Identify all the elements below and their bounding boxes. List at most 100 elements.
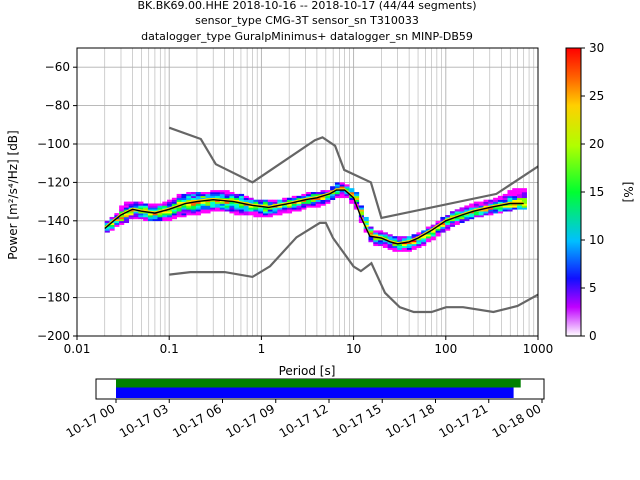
histogram-cell	[445, 228, 451, 231]
histogram-cell	[167, 211, 173, 214]
histogram-cell	[296, 205, 302, 208]
histogram-cell	[330, 195, 336, 199]
histogram-cell	[502, 207, 508, 210]
histogram-cell	[191, 193, 197, 197]
histogram-cell	[277, 205, 283, 208]
histogram-cell	[210, 192, 216, 195]
histogram-cell	[119, 218, 125, 222]
histogram-cell	[411, 241, 417, 245]
histogram-cell	[358, 218, 364, 222]
histogram-cell	[215, 192, 221, 195]
histogram-cell	[349, 199, 355, 202]
histogram-cell	[123, 215, 130, 218]
y-tick-label: −60	[45, 60, 70, 74]
histogram-cell	[143, 207, 149, 210]
colorbar-tick-label: 10	[589, 233, 604, 247]
histogram-cell	[210, 207, 216, 210]
histogram-cell	[272, 213, 278, 216]
histogram-cell	[488, 207, 494, 210]
colorbar-tick-label: 0	[589, 329, 597, 343]
y-axis-label: Power [m²/s⁴/Hz] [dB]	[6, 130, 20, 259]
histogram-cell	[368, 240, 374, 243]
histogram-cell	[167, 205, 173, 208]
histogram-cell	[296, 201, 302, 204]
title-line-3: datalogger_type GuralpMinimus+ datalogge…	[141, 30, 473, 43]
histogram-cell	[392, 245, 398, 248]
histogram-cell	[205, 193, 211, 197]
histogram-cell	[205, 209, 211, 212]
histogram-cell	[272, 207, 278, 210]
histogram-cell	[430, 230, 436, 233]
histogram-cell	[162, 201, 168, 204]
histogram-cell	[344, 192, 350, 195]
histogram-cell	[325, 199, 331, 202]
histogram-cell	[171, 203, 177, 206]
histogram-cell	[469, 216, 475, 220]
title-line-1: BK.BK69.00.HHE 2018-10-16 -- 2018-10-17 …	[137, 0, 476, 12]
histogram-cell	[186, 199, 192, 202]
histogram-cell	[493, 211, 499, 214]
histogram-cell	[277, 207, 283, 210]
histogram-cell	[282, 199, 288, 202]
histogram-cell	[238, 199, 245, 202]
histogram-cell	[143, 215, 149, 218]
title-line-2: sensor_type CMG-3T sensor_sn T310033	[195, 14, 419, 27]
histogram-cell	[272, 201, 278, 204]
histogram-cell	[248, 211, 254, 214]
histogram-cell	[464, 209, 470, 212]
colorbar-label: [%]	[621, 182, 635, 203]
histogram-cell	[162, 207, 168, 210]
histogram-cell	[253, 215, 259, 218]
histogram-cell	[517, 190, 523, 193]
histogram-cell	[425, 240, 432, 243]
histogram-cell	[521, 190, 527, 193]
histogram-cell	[334, 182, 340, 185]
histogram-cell	[296, 195, 302, 199]
histogram-cell	[296, 207, 302, 210]
histogram-cell	[517, 192, 523, 195]
histogram-cell	[402, 249, 408, 252]
histogram-cell	[397, 236, 403, 239]
histogram-cell	[253, 207, 259, 210]
histogram-cell	[349, 201, 355, 204]
histogram-cell	[128, 216, 134, 220]
histogram-cell	[138, 203, 144, 206]
histogram-cell	[195, 197, 201, 200]
histogram-cell	[143, 218, 149, 222]
histogram-cell	[445, 215, 451, 218]
histogram-cell	[373, 241, 379, 245]
histogram-cell	[378, 238, 384, 241]
histogram-cell	[421, 230, 427, 233]
histogram-cell	[229, 192, 235, 195]
histogram-cell	[517, 197, 523, 200]
histogram-cell	[219, 203, 225, 206]
histogram-cell	[119, 215, 125, 218]
x-tick-label: 100	[434, 342, 457, 356]
histogram-cell	[445, 220, 451, 224]
histogram-cell	[238, 211, 245, 214]
histogram-cell	[507, 190, 513, 193]
histogram-cell	[147, 215, 153, 218]
histogram-cell	[119, 220, 125, 224]
histogram-cell	[368, 236, 374, 239]
histogram-cell	[454, 209, 460, 212]
histogram-cell	[186, 205, 192, 208]
histogram-cell	[152, 205, 158, 208]
histogram-cell	[200, 209, 206, 212]
histogram-cell	[162, 218, 168, 222]
histogram-cell	[459, 211, 465, 214]
histogram-cell	[243, 197, 249, 200]
histogram-cell	[238, 207, 245, 210]
histogram-cell	[502, 195, 508, 199]
histogram-cell	[128, 211, 134, 214]
colorbar-gradient	[565, 47, 582, 337]
histogram-cell	[301, 195, 307, 199]
histogram-cell	[402, 243, 408, 247]
histogram-cell	[339, 195, 345, 199]
histogram-cell	[440, 224, 446, 227]
histogram-cell	[507, 192, 513, 195]
histogram-cell	[191, 205, 197, 208]
histogram-cell	[238, 195, 245, 199]
histogram-cell	[195, 195, 201, 199]
histogram-cell	[325, 190, 331, 193]
